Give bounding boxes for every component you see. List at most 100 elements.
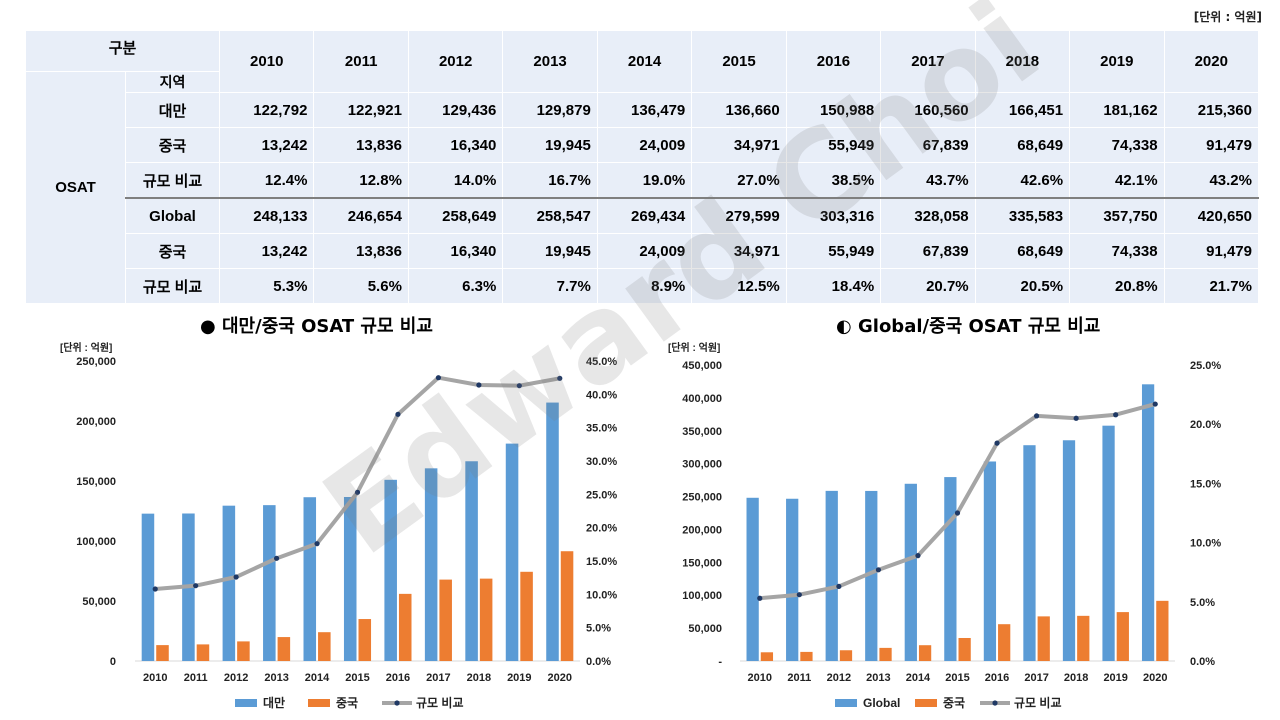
bar-china <box>1116 612 1129 661</box>
table-cell: 14.0% <box>407 162 504 199</box>
table-cell: 12.5% <box>691 268 787 304</box>
table-cell: 12.8% <box>313 162 409 199</box>
table-cell: 160,560 <box>880 92 976 128</box>
bar-china <box>998 624 1011 661</box>
ratio-line <box>155 375 561 591</box>
y-tick-label: 350,000 <box>682 426 722 438</box>
table-cell: 8.9% <box>596 268 693 304</box>
bar-china <box>439 579 452 661</box>
ratio-point <box>1073 415 1079 421</box>
table-cell: 20.5% <box>974 268 1071 304</box>
year-header: 2019 <box>1069 30 1165 93</box>
year-header: 2011 <box>313 30 409 93</box>
table-cell: 16.7% <box>502 162 598 199</box>
bar-china <box>560 551 574 661</box>
x-tick-label: 2015 <box>345 672 369 684</box>
bullet-icon: ● <box>200 316 216 337</box>
x-tick-label: 2018 <box>1064 672 1088 684</box>
table-cell: 166,451 <box>974 92 1071 128</box>
table-cell: 129,436 <box>407 92 504 128</box>
y2-tick-label: 30.0% <box>586 456 617 468</box>
row-label: 중국 <box>124 127 221 163</box>
ratio-point <box>476 382 482 388</box>
ratio-point <box>557 375 563 381</box>
legend-marker-ratio <box>394 700 400 706</box>
table-cell: 129,879 <box>502 92 598 128</box>
table-cell: 19,945 <box>502 233 598 269</box>
bar-taiwan <box>384 479 397 661</box>
header-category: 구분 <box>24 30 221 72</box>
table-cell: 24,009 <box>596 127 693 163</box>
ratio-point <box>314 541 320 547</box>
table-cell: 258,649 <box>407 197 504 234</box>
y-tick-label: 50,000 <box>688 623 722 635</box>
x-tick-label: 2019 <box>507 672 531 684</box>
x-tick-label: 2015 <box>945 672 969 684</box>
unit-label: [단위 : 억원] <box>1193 10 1262 24</box>
x-tick-label: 2010 <box>143 672 167 684</box>
ratio-point <box>233 574 239 580</box>
x-tick-label: 2010 <box>748 672 772 684</box>
bar-taiwan <box>263 505 276 661</box>
table-cell: 335,583 <box>974 197 1071 234</box>
table-cell: 246,654 <box>313 197 409 234</box>
y-tick-label: 50,000 <box>82 596 116 608</box>
table-row: 규모 비교 5.3% 5.6% 6.3% 7.7% 8.9% 12.5% 18.… <box>26 268 1260 304</box>
ratio-point <box>152 586 158 592</box>
ratio-point <box>1152 401 1158 407</box>
row-label: 중국 <box>124 233 221 269</box>
bar-taiwan <box>141 513 155 661</box>
x-tick-label: 2014 <box>305 672 330 684</box>
bar-china <box>398 593 412 661</box>
ratio-point <box>836 583 842 590</box>
bar-taiwan <box>222 505 236 661</box>
bar-global <box>1062 440 1076 661</box>
x-tick-label: 2016 <box>985 672 1009 684</box>
table-row: 중국 13,242 13,836 16,340 19,945 24,009 34… <box>26 233 1260 269</box>
legend-swatch-taiwan <box>235 699 257 707</box>
row-label: Global <box>124 197 221 234</box>
x-tick-label: 2014 <box>906 672 931 684</box>
ratio-point <box>1113 412 1119 418</box>
table-cell: 122,921 <box>313 92 409 128</box>
bar-global <box>1023 445 1036 661</box>
bar-global <box>746 497 759 661</box>
y2-tick-label: 5.0% <box>586 623 611 635</box>
year-header: 2017 <box>880 30 976 93</box>
y-tick-label: 300,000 <box>682 459 722 471</box>
group-label: OSAT <box>25 71 126 304</box>
table-cell: 67,839 <box>880 233 976 269</box>
row-label: 규모 비교 <box>124 162 221 199</box>
axis-unit-label: [단위 : 억원] <box>60 341 112 354</box>
y2-tick-label: 0.0% <box>586 656 611 668</box>
table-cell: 357,750 <box>1069 197 1165 234</box>
y2-tick-label: 25.0% <box>586 489 617 501</box>
bar-taiwan <box>465 461 478 661</box>
bar-china <box>1156 600 1169 661</box>
table-cell: 42.6% <box>974 162 1071 199</box>
y2-tick-label: 25.0% <box>1190 360 1221 372</box>
y2-tick-label: 20.0% <box>1190 419 1221 431</box>
table-cell: 27.0% <box>691 162 787 199</box>
year-header: 2010 <box>219 30 315 93</box>
x-tick-label: 2013 <box>264 672 288 684</box>
legend-label: 중국 <box>943 696 965 710</box>
legend-swatch-global <box>835 699 857 707</box>
table-cell: 5.6% <box>313 268 409 304</box>
table-cell: 122,792 <box>219 92 315 128</box>
y-tick-label: 150,000 <box>76 476 116 488</box>
bar-taiwan <box>505 443 519 661</box>
bar-global <box>944 477 957 661</box>
table-cell: 136,660 <box>691 92 787 128</box>
y2-tick-label: 15.0% <box>1190 478 1221 490</box>
y2-tick-label: 20.0% <box>586 523 617 535</box>
bar-china <box>196 644 210 661</box>
table-cell: 6.3% <box>407 268 504 304</box>
bar-china <box>879 647 892 661</box>
table-cell: 24,009 <box>596 233 693 269</box>
bar-china <box>958 637 971 661</box>
bar-global <box>904 483 917 661</box>
table-cell: 150,988 <box>785 92 882 128</box>
ratio-point <box>273 555 280 561</box>
y2-tick-label: 40.0% <box>586 389 617 401</box>
